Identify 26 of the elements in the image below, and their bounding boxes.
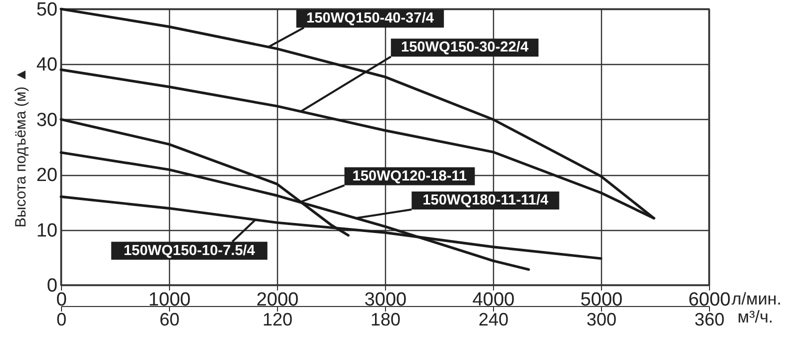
y-tick-label: 50 xyxy=(36,0,58,20)
text: 150WQ120-18-11 xyxy=(352,168,467,184)
y-tick-label: 30 xyxy=(36,110,58,131)
x2-tick-label: 360 xyxy=(694,310,725,330)
x-tick-label: 1000 xyxy=(148,290,191,310)
x2-tick-label: 180 xyxy=(370,310,401,330)
y-tick-label: 0 xyxy=(46,276,58,296)
y-axis-title: Высота подъёма (м) ▲ xyxy=(12,67,30,228)
x2-tick-label: 300 xyxy=(586,310,617,330)
y-tick-label: 40 xyxy=(36,54,58,76)
x2-tick-label: 240 xyxy=(478,310,509,330)
x2-axis-title: м³/ч. xyxy=(738,308,774,326)
x-tick-label: 5000 xyxy=(580,290,623,310)
x-tick-label: 2000 xyxy=(256,290,299,310)
x2-tick-label: 120 xyxy=(262,310,293,330)
x-tick-label: 3000 xyxy=(364,290,407,310)
text: 150WQ150-30-22/4 xyxy=(401,40,528,56)
y-tick-label: 20 xyxy=(36,165,58,186)
legend-label: 150WQ150-10-7.5/4 xyxy=(124,242,255,259)
x-tick-label: 4000 xyxy=(472,290,515,310)
x-axis-title: л/мин. xyxy=(732,290,782,308)
x-tick-label: 6000 xyxy=(688,290,731,310)
series-label: 150WQ180-11-11/4 xyxy=(422,192,548,209)
x2-tick-label: 60 xyxy=(159,310,180,330)
series-label: 150WQ150-40-37/4 xyxy=(306,10,434,27)
y-tick-label: 10 xyxy=(36,220,58,242)
